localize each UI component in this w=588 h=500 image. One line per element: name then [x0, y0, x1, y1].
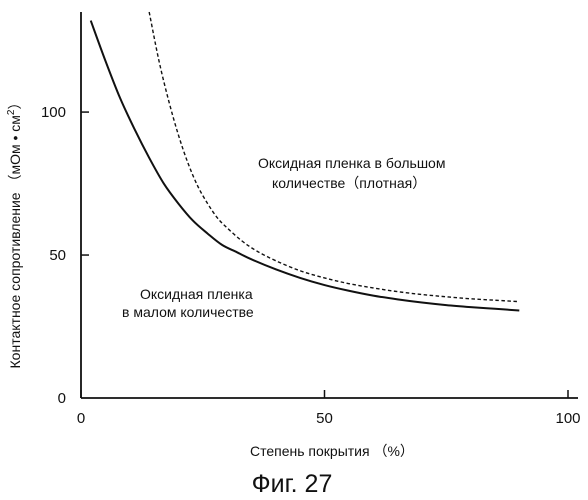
annotation-small-line1: Оксидная пленка	[140, 286, 253, 302]
x-tick-label: 0	[77, 410, 85, 427]
figure-caption: Фиг. 27	[252, 470, 333, 498]
y-tick-label: 0	[58, 390, 66, 407]
x-axis-label: Степень покрытия （%）	[250, 443, 414, 459]
y-axis-label-end: ）	[7, 96, 23, 110]
x-tick-label: 100	[555, 410, 580, 427]
annotation-small-line2: в малом количестве	[122, 304, 254, 320]
y-axis-label: Контактное сопротивление （мОм • см2）	[6, 96, 23, 369]
annotation-large-line2: количестве（плотная）	[272, 175, 426, 191]
y-tick-label: 50	[49, 247, 66, 264]
y-tick-label: 100	[41, 104, 66, 121]
ticks: 0 50 100 0 50 100	[41, 104, 581, 427]
annotation-large-line1: Оксидная пленка в большом	[258, 155, 445, 171]
axes	[81, 12, 578, 398]
y-axis-label-main: Контактное сопротивление （мОм • см	[7, 115, 23, 368]
x-tick-label: 50	[316, 410, 333, 427]
